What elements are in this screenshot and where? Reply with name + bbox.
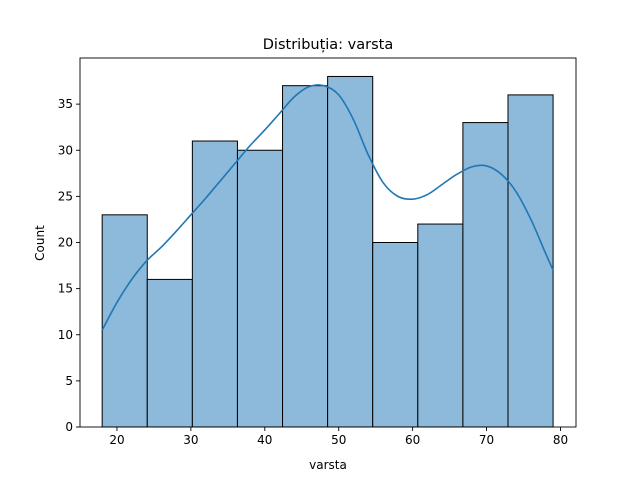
histogram-bar [327,75,374,428]
x-tick-label: 60 [405,433,420,447]
y-tick-label: 20 [58,236,73,250]
kde-layer [101,84,554,331]
x-tick-label: 30 [183,433,198,447]
histogram-bar [417,223,464,428]
y-tick-label: 30 [58,143,73,157]
y-tick-label: 5 [65,374,73,388]
histogram-bar [282,85,329,428]
x-tick-label: 20 [109,433,124,447]
y-tick-label: 0 [65,420,73,434]
histogram-bar [372,242,419,428]
histogram-bar [507,94,554,428]
y-tick-label: 15 [58,282,73,296]
x-tick-label: 70 [479,433,494,447]
histogram-bar [236,149,284,428]
y-axis-label: Count [33,225,47,261]
x-tick-label: 80 [553,433,568,447]
y-tick-label: 25 [58,189,73,203]
x-tick-label: 40 [257,433,272,447]
y-tick-label: 10 [58,328,73,342]
kde-line [101,84,554,331]
histogram-bar [191,140,238,428]
x-tick-label: 50 [331,433,346,447]
bars-layer [101,75,554,428]
histogram-bar [101,214,148,428]
y-ticks: 0 5 10 15 20 25 30 35 [58,97,80,434]
histogram-bar [146,278,193,428]
x-ticks: 20 30 40 50 60 70 80 [109,427,568,447]
chart-title: Distribuția: varsta [263,37,393,53]
x-axis-label: varsta [309,458,347,472]
y-tick-label: 35 [58,97,73,111]
